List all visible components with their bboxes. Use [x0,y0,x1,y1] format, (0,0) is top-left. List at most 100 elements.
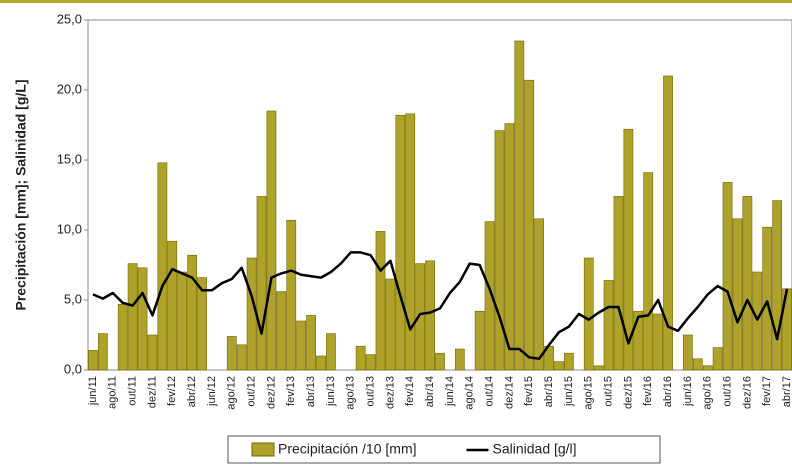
bar [514,40,525,371]
bar [613,196,624,371]
y-tick-label: 15,0 [57,151,82,166]
x-tick-label: dez/15 [622,376,634,409]
bar [306,315,316,371]
bar [177,271,188,371]
bar [425,260,435,371]
x-tick-label: ago/15 [583,376,595,410]
legend-swatch [251,442,275,457]
bar [633,310,644,371]
x-tick-label: out/11 [127,376,139,406]
legend-label: Precipitación /10 [mm] [278,441,417,457]
bar [187,254,197,371]
top-band [0,0,792,3]
x-tick-label: out/14 [483,376,495,407]
x-tick-label: dez/13 [384,376,396,409]
y-tick-label: 10,0 [57,221,82,236]
bar [296,320,307,371]
bar [286,219,297,371]
y-tick-label: 5,0 [64,291,82,306]
bar [157,162,168,371]
bar [197,277,207,371]
legend-box [227,435,661,464]
x-tick-label: ago/14 [464,376,476,410]
bar [643,172,654,371]
bar [246,257,257,371]
bar [147,334,158,371]
x-tick-label: jun/15 [563,376,575,407]
y-tick-label: 25,0 [57,11,82,26]
x-tick-label: fev/13 [285,376,297,406]
bar [256,196,267,371]
x-tick-label: jun/16 [682,376,694,407]
x-tick-label: abr/16 [662,376,674,407]
x-tick-label: ago/11 [107,376,119,409]
x-tick-label: dez/12 [265,376,277,409]
x-tick-label: fev/15 [523,376,535,406]
bar [236,344,247,371]
bar [692,358,703,371]
bar [554,361,564,371]
bar [435,352,445,371]
bar [226,336,237,371]
x-tick-label: fev/14 [404,376,416,406]
bar [454,348,465,371]
x-tick-label: jun/14 [444,376,456,407]
bar [167,240,178,371]
bar [494,130,505,371]
bar [127,263,138,371]
bar [474,310,485,371]
bar [772,200,782,371]
x-tick-label: out/15 [602,376,614,407]
bar [415,263,426,371]
bar [603,280,614,371]
bar [484,221,495,371]
bar [534,218,545,371]
bar [375,231,386,371]
bar [702,365,713,371]
x-tick-label: out/12 [246,376,258,407]
line [92,251,789,361]
bar [395,114,406,371]
bar [88,350,98,371]
bar [564,352,574,371]
x-tick-label: abr/15 [543,376,555,407]
bar [117,303,128,371]
bar [762,226,773,371]
x-tick-label: ago/12 [226,376,238,410]
x-tick-label: abr/17 [781,376,792,407]
bar [623,128,634,371]
y-axis-title: Precipitación [mm]; Salinidad [g/L] [13,79,29,310]
bar [355,345,366,371]
x-tick-label: out/16 [721,376,733,407]
x-tick-label: out/13 [364,376,376,407]
bar [683,334,693,371]
x-tick-label: ago/13 [345,376,357,410]
x-tick-label: jun/13 [325,376,337,407]
x-tick-label: jun/11 [87,376,99,406]
x-tick-label: abr/12 [186,376,198,407]
bar [524,79,535,371]
bar [593,365,604,371]
x-tick-label: fev/16 [642,376,654,406]
bar [653,313,664,371]
y-tick-label: 20,0 [57,81,82,96]
x-tick-label: dez/14 [503,376,515,409]
bar [316,355,326,371]
x-tick-label: abr/14 [424,376,436,407]
legend-label: Salinidad [g/l] [493,441,577,457]
x-tick-label: fev/12 [166,376,178,406]
bar [365,354,376,371]
bar [722,182,733,371]
x-tick-label: dez/11 [146,376,158,408]
bar [752,271,763,371]
x-tick-label: ago/16 [702,376,714,410]
bar [504,123,515,371]
x-tick-label: dez/16 [741,376,753,409]
x-tick-label: abr/13 [305,376,317,407]
bar [742,196,753,371]
bar [712,347,723,371]
bar [732,218,743,371]
y-tick-label: 0,0 [64,361,82,376]
bar [276,291,287,371]
